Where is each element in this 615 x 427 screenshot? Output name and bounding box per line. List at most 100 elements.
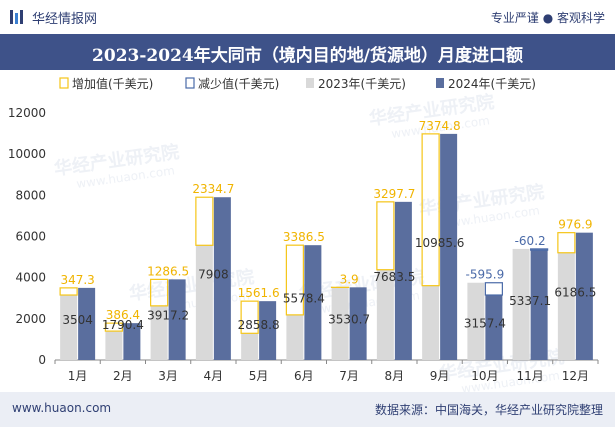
top-header: 华经情报网 专业严谨 ● 客观科学 bbox=[0, 0, 615, 34]
bar-2024 bbox=[259, 301, 277, 360]
bar-2023 bbox=[557, 252, 575, 360]
chart-bars bbox=[59, 133, 593, 360]
legend-decrease-swatch bbox=[185, 77, 195, 89]
value-2024-label: 5337.1 bbox=[509, 294, 551, 308]
x-tick-label: 3月 bbox=[158, 369, 178, 383]
value-2024-label: 2858.8 bbox=[238, 318, 280, 332]
value-2024-label: 3530.7 bbox=[328, 313, 370, 327]
value-2024-label: 6186.5 bbox=[554, 285, 596, 299]
value-2024-label: 1790.4 bbox=[102, 318, 144, 332]
increase-outline bbox=[557, 232, 576, 254]
decrease-outline bbox=[530, 248, 549, 251]
increase-outline bbox=[104, 322, 123, 332]
increase-outline bbox=[421, 133, 440, 287]
bar-2024 bbox=[485, 295, 503, 360]
bar-2023 bbox=[105, 331, 123, 360]
bar-2023 bbox=[376, 269, 394, 360]
x-tick-label: 6月 bbox=[294, 369, 314, 383]
legend-increase-swatch bbox=[59, 77, 69, 89]
x-tick-label: 2月 bbox=[113, 369, 133, 383]
value-2024-label: 10985.6 bbox=[415, 236, 465, 250]
change-value-label: 1286.5 bbox=[147, 264, 189, 278]
decrease-outline bbox=[484, 282, 503, 296]
bar-2023 bbox=[286, 314, 304, 360]
change-value-label: 1561.6 bbox=[238, 286, 280, 300]
chart-title: 2023-2024年大同市（境内目的地/货源地）月度进口额 bbox=[92, 46, 523, 66]
increase-outline bbox=[195, 196, 214, 246]
value-2024-label: 7908 bbox=[198, 268, 229, 282]
y-tick-label: 2000 bbox=[15, 312, 46, 326]
x-tick-label: 10月 bbox=[471, 369, 498, 383]
change-value-label: 386.4 bbox=[106, 308, 140, 322]
bar-2024 bbox=[394, 201, 412, 360]
increase-outline bbox=[285, 244, 304, 316]
increase-outline bbox=[150, 278, 169, 307]
bar-2024 bbox=[168, 279, 186, 360]
bar-2023 bbox=[467, 282, 485, 360]
change-value-label: 3386.5 bbox=[283, 230, 325, 244]
value-2024-label: 7683.5 bbox=[373, 270, 415, 284]
bar-2024 bbox=[440, 133, 458, 360]
x-tick-label: 4月 bbox=[204, 369, 224, 383]
bar-2024 bbox=[575, 232, 593, 360]
bar-2024 bbox=[78, 287, 96, 360]
increase-outline bbox=[240, 300, 259, 334]
legend-label: 2023年(千美元) bbox=[318, 77, 406, 91]
y-tick-label: 10000 bbox=[8, 147, 46, 161]
change-value-label: 3297.7 bbox=[373, 187, 415, 201]
change-value-label: 7374.8 bbox=[419, 119, 461, 133]
chart-axes: 0 2000 4000 6000 8000 10000 12000 1月 2月 3月 4月 5月 6月 7… bbox=[8, 106, 599, 383]
bar-2023 bbox=[512, 248, 530, 360]
x-tick-label: 11月 bbox=[516, 369, 543, 383]
chart-legend: 增加值(千美元) 减少值(千美元) 2023年(千美元) 2024年(千美元) bbox=[59, 76, 536, 91]
increase-outline bbox=[59, 287, 78, 296]
change-value-label: -595.9 bbox=[466, 268, 505, 282]
y-tick-label: 8000 bbox=[15, 188, 46, 202]
value-2024-label: 3917.2 bbox=[147, 309, 189, 323]
y-tick-label: 6000 bbox=[15, 230, 46, 244]
y-tick-label: 4000 bbox=[15, 271, 46, 285]
bar-2024 bbox=[349, 287, 367, 360]
x-tick-label: 8月 bbox=[385, 369, 405, 383]
y-tick-label: 12000 bbox=[8, 106, 46, 120]
value-2024-label: 5578.4 bbox=[283, 292, 325, 306]
change-value-label: 3.9 bbox=[340, 272, 359, 286]
data-source: 数据来源：中国海关，华经产业研究院整理 bbox=[374, 403, 603, 417]
footer-bar: www.huaon.com 数据来源：中国海关，华经产业研究院整理 bbox=[0, 392, 615, 427]
x-tick-label: 1月 bbox=[68, 369, 88, 383]
bar-chart: 华经产业研究院www.huaon.com华经产业研究院www.huaon.com… bbox=[8, 76, 599, 392]
bar-2024 bbox=[304, 245, 322, 360]
change-value-label: -60.2 bbox=[515, 234, 546, 248]
logo-text: 华经情报网 bbox=[32, 12, 98, 27]
huajing-logo-icon bbox=[10, 10, 23, 24]
legend-2024-swatch bbox=[436, 78, 444, 88]
change-value-label: 2334.7 bbox=[192, 182, 234, 196]
legend-2023-swatch bbox=[306, 78, 314, 88]
bar-2023 bbox=[241, 333, 259, 360]
change-value-label: 347.3 bbox=[60, 273, 94, 287]
increase-outline bbox=[376, 201, 395, 271]
x-tick-label: 9月 bbox=[430, 369, 450, 383]
bar-2023 bbox=[422, 285, 440, 360]
title-bar: 2023-2024年大同市（境内目的地/货源地）月度进口额 bbox=[0, 34, 615, 70]
legend-label: 减少值(千美元) bbox=[198, 76, 279, 91]
legend-label: 增加值(千美元) bbox=[72, 76, 153, 91]
bar-2024 bbox=[123, 323, 141, 360]
y-tick-label: 0 bbox=[38, 353, 46, 367]
bar-2023 bbox=[331, 287, 349, 360]
x-tick-label: 5月 bbox=[249, 369, 269, 383]
value-2024-label: 3157.4 bbox=[464, 317, 506, 331]
change-value-label: 976.9 bbox=[558, 218, 592, 232]
legend-label: 2024年(千美元) bbox=[448, 77, 536, 91]
bar-2023 bbox=[150, 305, 168, 360]
bar-2024 bbox=[213, 197, 231, 360]
bar-2023 bbox=[195, 245, 213, 360]
bar-2024 bbox=[530, 250, 548, 360]
bar-2023 bbox=[60, 295, 78, 360]
website-link[interactable]: www.huaon.com bbox=[12, 401, 112, 415]
value-2024-label: 3504 bbox=[62, 313, 93, 327]
x-tick-label: 12月 bbox=[562, 369, 589, 383]
x-tick-label: 7月 bbox=[339, 369, 359, 383]
slogan-text: 专业严谨 ● 客观科学 bbox=[490, 11, 605, 25]
